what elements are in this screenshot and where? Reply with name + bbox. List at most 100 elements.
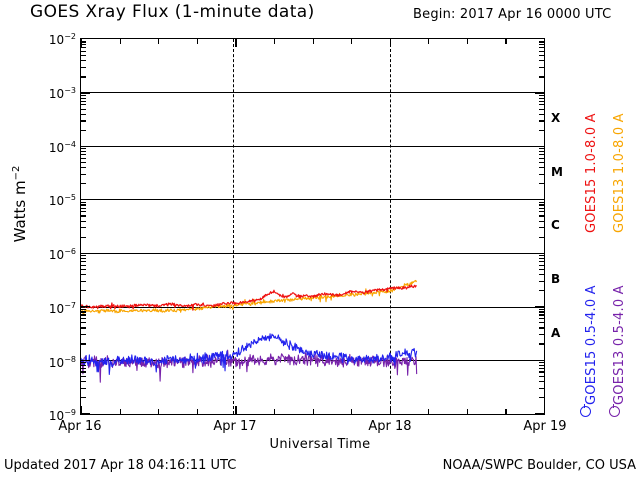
y-minor-tick	[539, 104, 544, 106]
legend-goes13-long: GOES13 1.0-8.0 A	[612, 113, 627, 233]
y-minor-tick	[81, 359, 90, 361]
y-minor-tick	[539, 207, 544, 209]
y-minor-tick	[539, 322, 544, 324]
y-minor-tick	[81, 151, 86, 153]
y-minor-tick	[81, 100, 86, 102]
y-minor-tick	[81, 60, 86, 62]
y-minor-tick	[81, 273, 86, 276]
x-minor-tick	[544, 39, 545, 47]
y-minor-tick	[81, 255, 86, 257]
x-minor-tick	[158, 39, 160, 44]
y-axis-tick-labels: 10−2 10−3 10−4 10−5 10−6 10−7 10−8 10−9	[0, 0, 76, 480]
y-minor-tick	[81, 227, 86, 229]
y-minor-tick	[539, 273, 544, 276]
x-minor-tick	[81, 406, 83, 414]
y-minor-tick	[81, 113, 86, 115]
flux-traces	[81, 39, 544, 413]
day-boundary-apr18	[390, 39, 391, 414]
y-minor-tick	[81, 334, 86, 336]
y-minor-tick	[539, 290, 544, 292]
x-minor-tick	[196, 39, 198, 44]
y-minor-tick	[81, 306, 90, 308]
y-minor-tick	[81, 367, 86, 370]
y-minor-tick	[81, 148, 86, 150]
class-letter-c: C	[551, 218, 560, 232]
x-minor-tick	[273, 39, 276, 44]
y-minor-tick	[81, 108, 86, 110]
x-minor-tick	[196, 409, 198, 414]
flux-polyline	[81, 280, 417, 315]
y-minor-tick	[81, 55, 86, 57]
y-minor-tick	[539, 55, 544, 57]
x-minor-tick	[389, 406, 391, 414]
y-minor-tick	[81, 387, 86, 389]
y-minor-tick	[81, 47, 86, 49]
y-minor-tick	[539, 201, 544, 203]
y-minor-tick	[539, 308, 544, 310]
y-minor-tick	[81, 220, 86, 222]
y-minor-tick	[539, 364, 544, 366]
legend-goes13-short: GOES13 0.5-4.0 A	[612, 285, 627, 405]
y-minor-tick	[81, 97, 86, 99]
y-minor-tick	[539, 113, 544, 115]
gridline-1e-3	[81, 92, 544, 94]
y-minor-tick	[81, 104, 86, 106]
y-minor-tick	[81, 66, 86, 69]
day-boundary-apr17	[233, 39, 234, 414]
y-minor-tick	[81, 120, 86, 122]
y-minor-tick	[81, 260, 86, 263]
x-minor-tick	[389, 39, 391, 47]
y-minor-tick	[539, 367, 544, 370]
trace-goes13-long	[81, 280, 417, 315]
begin-time-label: Begin: 2017 Apr 16 0000 UTC	[413, 7, 612, 22]
y-minor-tick	[81, 41, 86, 43]
y-minor-tick	[539, 236, 544, 238]
x-minor-tick	[119, 39, 121, 44]
class-letter-b: B	[551, 272, 561, 286]
x-minor-tick	[466, 409, 469, 414]
y-minor-tick	[81, 308, 86, 310]
y-tick-1e-5: 10−5	[48, 193, 76, 208]
y-minor-tick	[539, 161, 544, 164]
y-minor-tick	[81, 396, 86, 399]
y-minor-tick	[81, 44, 86, 46]
goes13-status-icon	[609, 404, 620, 417]
y-minor-tick	[539, 257, 544, 260]
x-minor-tick	[158, 409, 160, 414]
y-minor-tick	[81, 413, 90, 414]
y-minor-tick	[539, 371, 544, 373]
class-letter-m: M	[551, 165, 563, 179]
y-minor-tick	[539, 211, 544, 213]
x-minor-tick	[351, 409, 353, 414]
x-minor-tick	[351, 39, 353, 44]
legend-goes15-short: GOES15 0.5-4.0 A	[584, 285, 599, 405]
y-minor-tick	[81, 211, 86, 213]
y-minor-tick	[539, 280, 544, 282]
y-minor-tick	[81, 280, 86, 282]
y-minor-tick	[81, 167, 86, 169]
legend-goes15-long: GOES15 1.0-8.0 A	[584, 113, 599, 233]
y-minor-tick	[539, 60, 544, 62]
x-minor-tick	[119, 409, 121, 414]
y-minor-tick	[81, 173, 86, 175]
y-minor-tick	[535, 145, 544, 148]
y-minor-tick	[539, 100, 544, 102]
x-minor-tick	[544, 406, 545, 414]
x-minor-tick	[312, 409, 314, 414]
flux-polyline	[81, 285, 417, 310]
y-minor-tick	[539, 97, 544, 99]
y-minor-tick	[539, 47, 544, 49]
y-minor-tick	[81, 157, 86, 159]
class-letter-x: X	[551, 111, 561, 125]
y-axis-title: Watts m−2	[11, 165, 29, 243]
y-minor-tick	[81, 314, 86, 316]
y-minor-tick	[81, 268, 86, 270]
y-minor-tick	[81, 311, 86, 313]
y-minor-tick	[81, 199, 90, 201]
y-minor-tick	[539, 129, 544, 131]
y-minor-tick	[81, 50, 86, 53]
x-minor-tick	[505, 39, 507, 44]
gridline-1e-5	[81, 199, 544, 201]
plot-area	[80, 38, 545, 415]
